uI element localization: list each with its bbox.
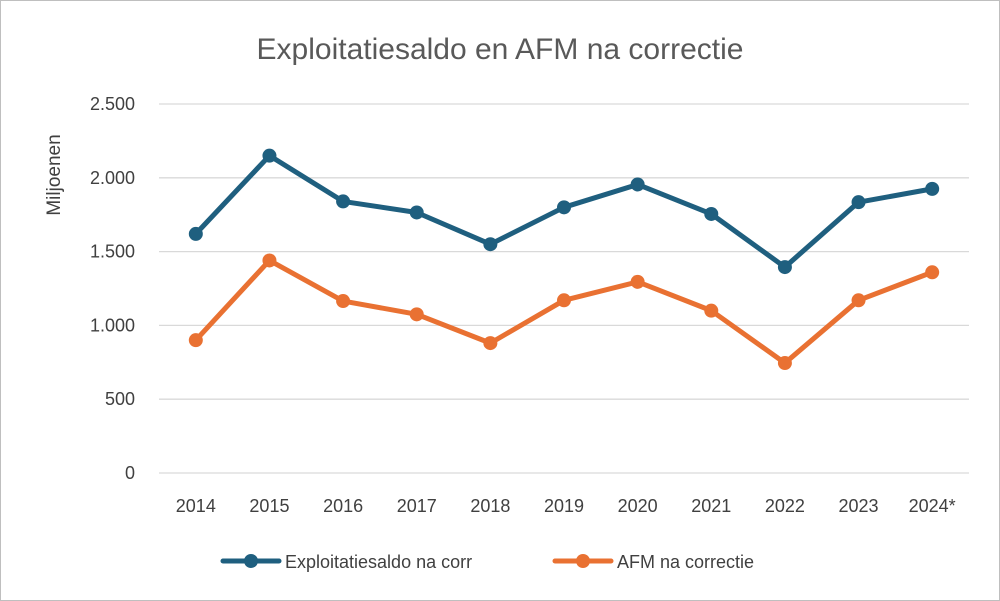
legend-item: AFM na correctie [552,552,754,572]
chart-title: Exploitatiesaldo en AFM na correctie [257,33,744,66]
data-point [188,333,203,348]
data-point [409,307,424,322]
legend-item: Exploitatiesaldo na corr [220,552,472,572]
series-2 [188,253,940,371]
data-point [851,293,866,308]
legend-swatch-marker [576,554,590,568]
data-point [262,253,277,268]
gridlines [159,103,969,474]
data-point [336,294,351,309]
data-point [409,205,424,220]
data-point [777,356,792,371]
x-tick-label: 2017 [397,496,437,516]
x-tick-label: 2015 [249,496,289,516]
x-tick-label: 2018 [470,496,510,516]
legend-swatch-marker [244,554,258,568]
data-point [851,195,866,210]
data-point [188,226,203,241]
data-point [704,206,719,221]
x-tick-label: 2020 [618,496,658,516]
y-tick-label: 2.500 [90,94,135,114]
x-tick-label: 2016 [323,496,363,516]
data-point [630,177,645,192]
data-point [777,260,792,275]
x-tick-label: 2022 [765,496,805,516]
series-line [193,257,935,366]
data-point [630,274,645,289]
y-tick-label: 0 [125,463,135,483]
legend-label: Exploitatiesaldo na corr [285,552,472,572]
series-layer [188,148,940,371]
legend-label: AFM na correctie [617,552,754,572]
data-point [262,148,277,163]
series-1 [188,148,940,275]
x-tick-label: 2019 [544,496,584,516]
x-tick-label: 2024* [909,496,956,516]
y-tick-label: 1.500 [90,242,135,262]
y-axis-label: Miljoenen [44,134,65,215]
legend: Exploitatiesaldo na corr AFM na correctie [220,552,754,572]
y-tick-label: 500 [105,389,135,409]
y-axis-ticks: 0 500 1.000 1.500 2.000 2.500 [90,94,135,483]
y-tick-label: 1.000 [90,315,135,335]
x-tick-label: 2014 [176,496,216,516]
data-point [925,265,940,280]
x-tick-label: 2021 [691,496,731,516]
data-point [925,181,940,196]
data-point [483,336,498,351]
data-point [557,293,571,308]
data-point [483,237,498,252]
data-point [704,303,719,318]
y-tick-label: 2.000 [90,168,135,188]
x-tick-label: 2023 [839,496,879,516]
data-point [557,200,571,215]
x-axis-ticks: 2014 2015 2016 2017 2018 2019 2020 2021 2022 2023… [176,496,956,516]
data-point [336,194,351,209]
